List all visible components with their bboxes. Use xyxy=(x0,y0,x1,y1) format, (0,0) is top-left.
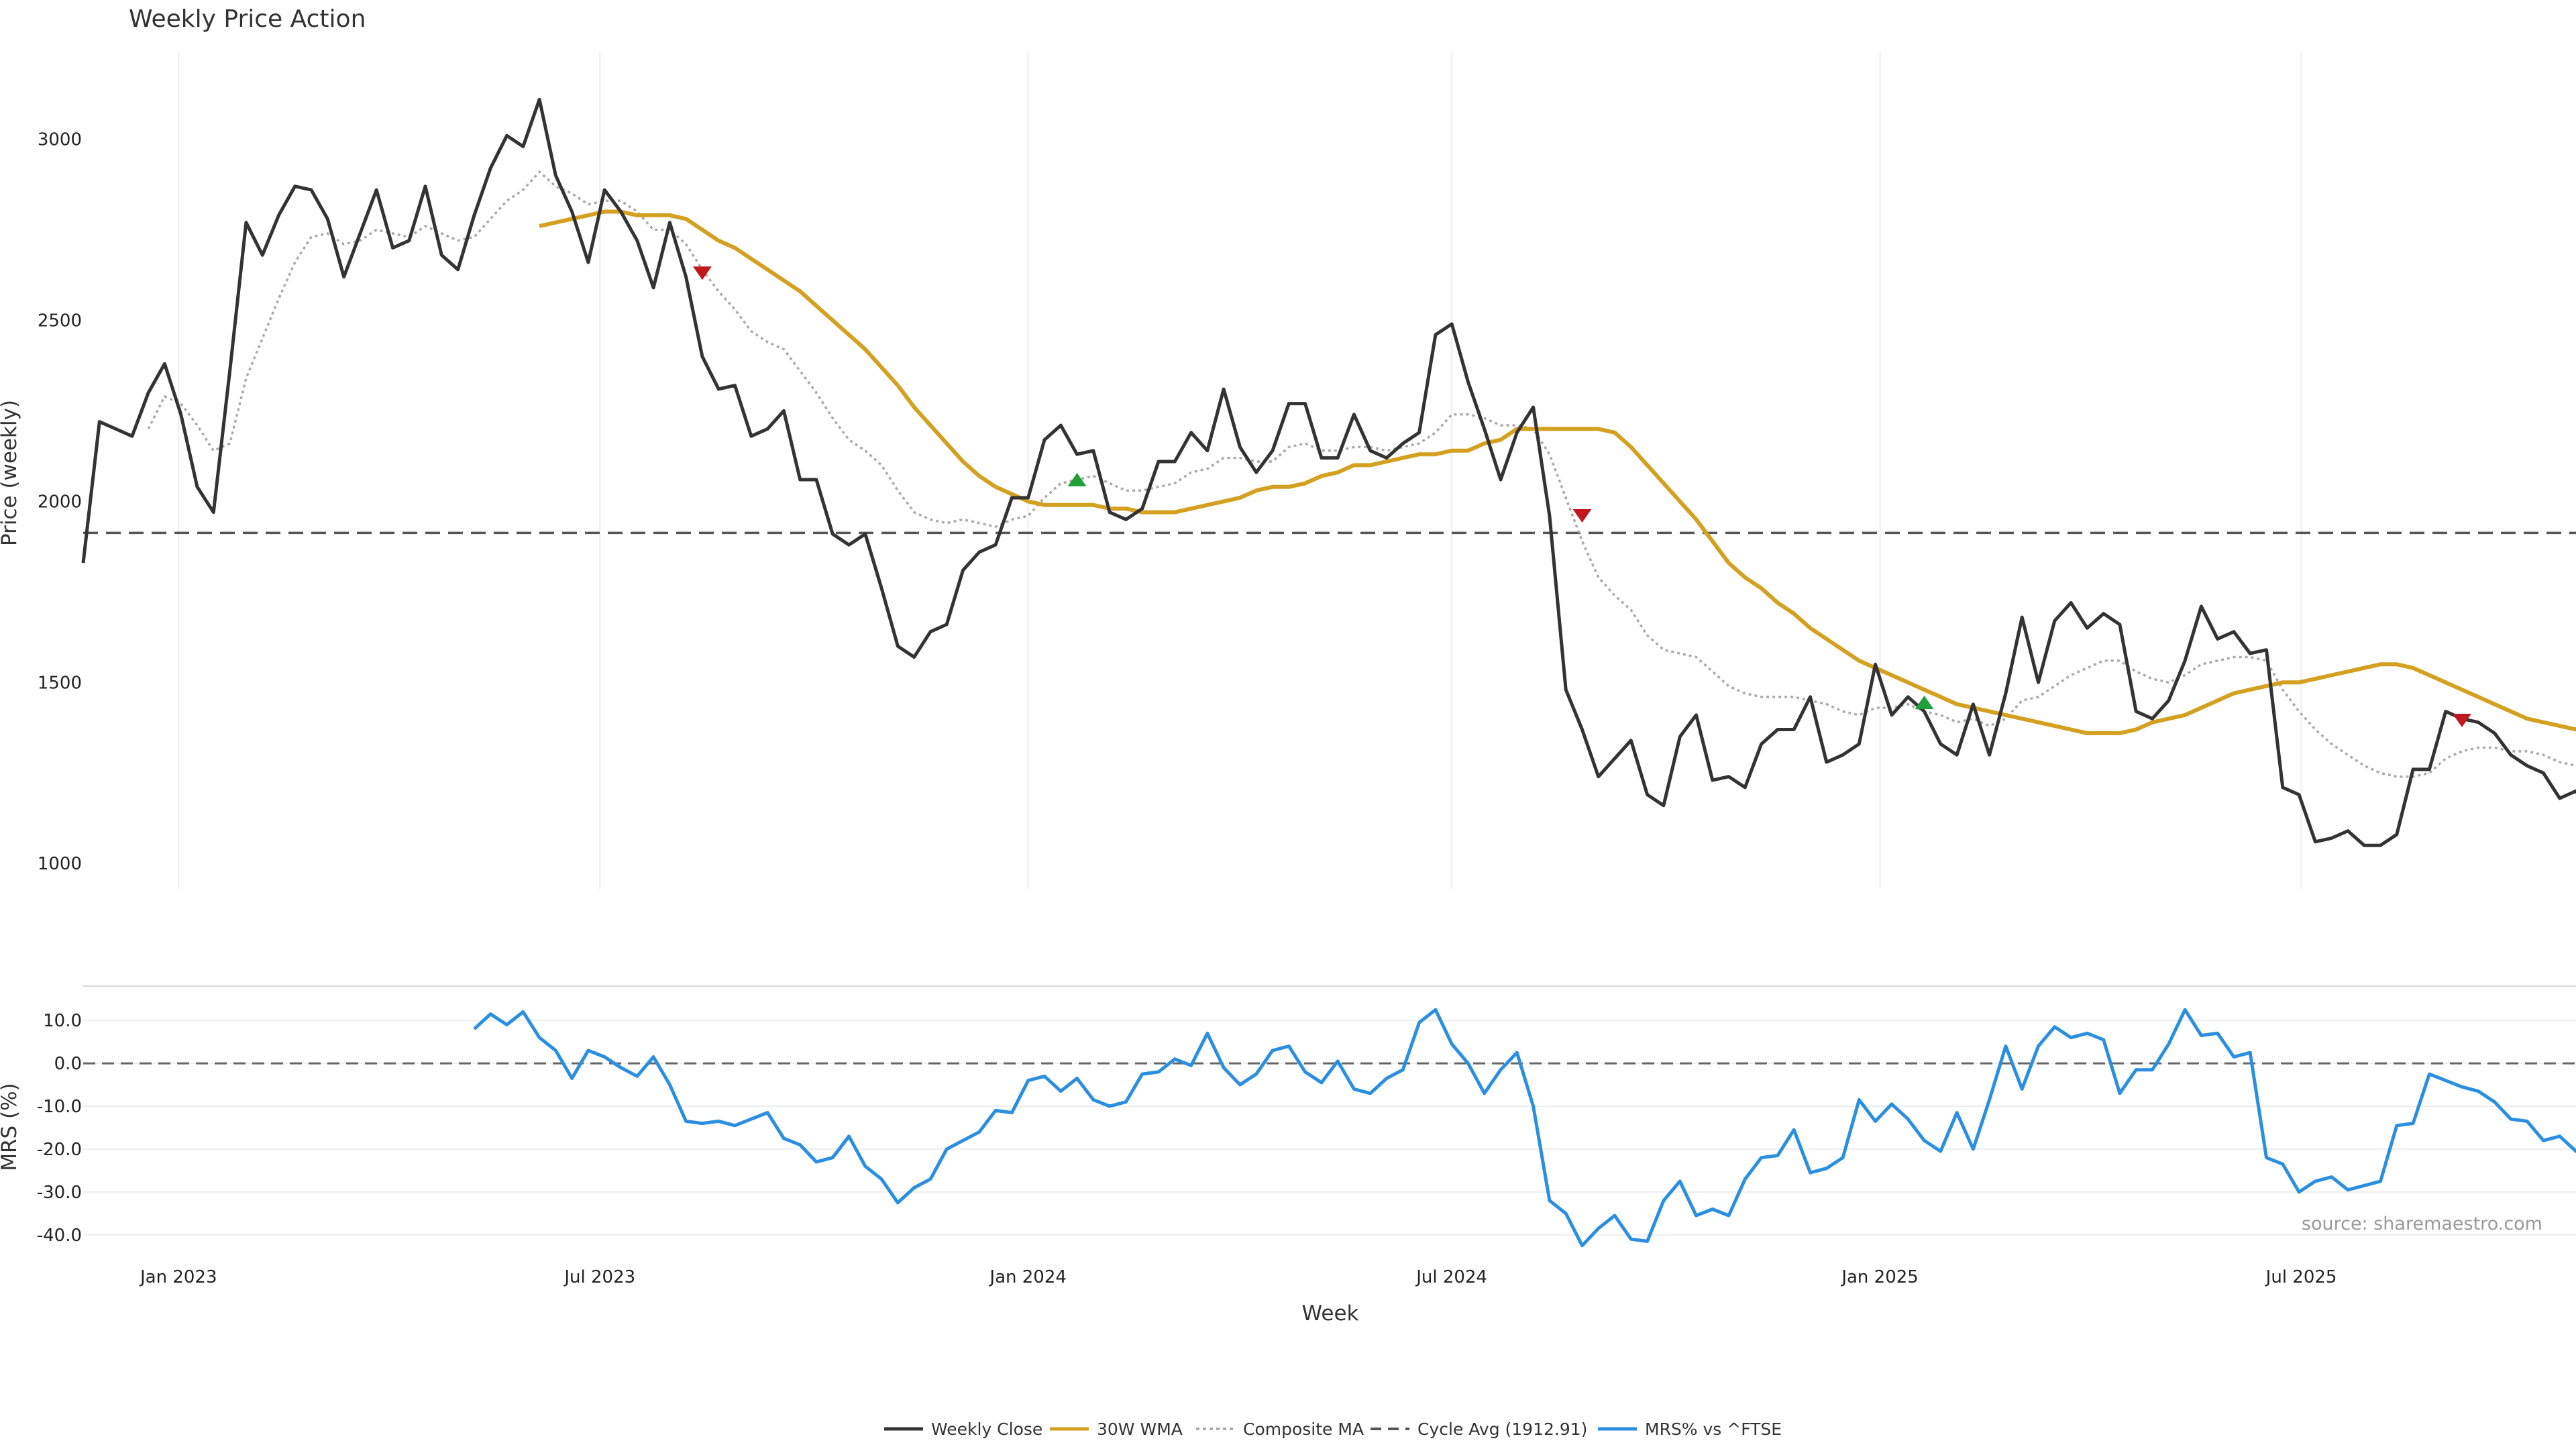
price-y-tick-label: 2000 xyxy=(38,492,82,512)
mrs-line xyxy=(473,1008,2576,1248)
weekly-close-line xyxy=(81,97,2576,847)
mrs-y-tick-label: -30.0 xyxy=(37,1183,82,1203)
price-y-axis-label: Price (weekly) xyxy=(0,400,21,546)
mrs-y-tick-label: -40.0 xyxy=(37,1226,82,1246)
mrs-y-tick-label: 0.0 xyxy=(54,1054,82,1074)
x-tick-label: Jan 2025 xyxy=(1840,1267,1919,1287)
x-tick-labels: Jan 2023 Jul 2023 Jan 2024 Jul 2024 Jan 2025… xyxy=(139,1267,2337,1287)
signal-markers xyxy=(692,266,2471,727)
legend-label: Weekly Close xyxy=(931,1419,1042,1439)
legend-label: Composite MA xyxy=(1243,1419,1364,1439)
wma30-line xyxy=(539,209,2576,735)
legend-label: 30W WMA xyxy=(1097,1419,1183,1439)
sell-signal-marker xyxy=(692,266,712,280)
x-tick-label: Jul 2024 xyxy=(1415,1267,1487,1287)
price-y-tick-label: 2500 xyxy=(38,311,82,331)
mrs-series-group xyxy=(83,1008,2576,1248)
chart-title: Weekly Price Action xyxy=(129,5,366,33)
composite-ma-line xyxy=(147,170,2576,778)
sell-signal-marker xyxy=(2452,713,2471,727)
legend-item: 30W WMA xyxy=(1050,1419,1183,1439)
legend: Weekly Close 30W WMA Composite MA Cycle Avg… xyxy=(884,1419,1782,1439)
legend-item: Weekly Close xyxy=(884,1419,1042,1439)
legend-item: Cycle Avg (1912.91) xyxy=(1371,1419,1587,1439)
price-y-tick-labels: 1000 1500 2000 2500 3000 xyxy=(38,130,82,875)
price-y-tick-label: 3000 xyxy=(38,130,82,150)
price-series-group xyxy=(81,97,2576,847)
price-y-tick-label: 1500 xyxy=(38,673,82,693)
legend-label: Cycle Avg (1912.91) xyxy=(1417,1419,1587,1439)
mrs-panel-gridlines xyxy=(83,1020,2576,1236)
legend-item: MRS% vs ^FTSE xyxy=(1598,1419,1782,1439)
mrs-y-tick-label: -20.0 xyxy=(37,1140,82,1160)
source-note: source: sharemaestro.com xyxy=(2302,1214,2542,1234)
x-tick-label: Jul 2023 xyxy=(563,1267,635,1287)
mrs-y-axis-label: MRS (%) xyxy=(0,1083,21,1171)
x-axis-label: Week xyxy=(1302,1301,1359,1326)
buy-signal-marker xyxy=(1067,472,1087,486)
mrs-y-tick-label: 10.0 xyxy=(43,1011,82,1031)
price-y-tick-label: 1000 xyxy=(38,854,82,874)
sell-signal-marker xyxy=(1572,508,1592,523)
price-panel-gridlines xyxy=(178,52,2302,889)
legend-label: MRS% vs ^FTSE xyxy=(1645,1419,1782,1439)
mrs-y-tick-labels: 10.0 0.0 -10.0 -20.0 -30.0 -40.0 xyxy=(37,1011,82,1246)
x-tick-label: Jul 2025 xyxy=(2265,1267,2337,1287)
mrs-y-tick-label: -10.0 xyxy=(37,1097,82,1117)
x-tick-label: Jan 2024 xyxy=(988,1267,1067,1287)
x-tick-label: Jan 2023 xyxy=(139,1267,217,1287)
legend-item: Composite MA xyxy=(1196,1419,1364,1439)
buy-signal-marker xyxy=(1915,695,1934,709)
